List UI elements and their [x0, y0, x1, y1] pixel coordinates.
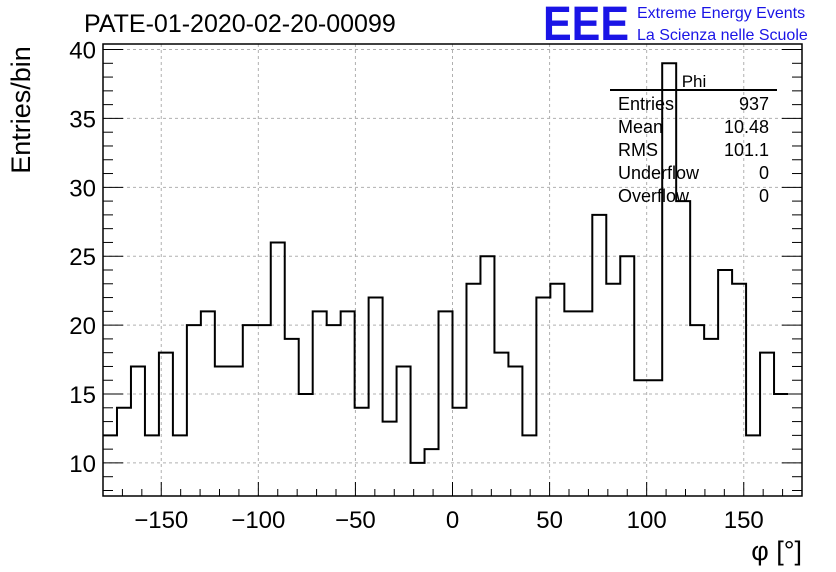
- histogram-bin: [229, 366, 243, 496]
- histogram-bin: [690, 325, 704, 496]
- histogram-bin: [425, 449, 439, 496]
- stats-value: 937: [739, 94, 769, 114]
- y-tick-label: 35: [69, 106, 96, 133]
- histogram-bin: [466, 284, 480, 496]
- histogram-bin: [676, 201, 690, 496]
- histogram-bin: [369, 298, 383, 496]
- histogram-bin: [439, 311, 453, 496]
- stats-value: 101.1: [724, 140, 769, 160]
- histogram-bin: [103, 435, 117, 496]
- histogram-bin: [494, 353, 508, 496]
- stats-label: Overflow: [618, 186, 690, 206]
- stats-value: 0: [759, 163, 769, 183]
- plot-frame: [102, 43, 803, 497]
- histogram-bin: [201, 311, 215, 496]
- histogram-bin: [662, 63, 676, 496]
- histogram-bin: [774, 394, 788, 496]
- histogram-bin: [327, 325, 341, 496]
- x-tick-label: 0: [446, 507, 459, 534]
- histogram-bin: [131, 366, 145, 496]
- histogram-bin: [397, 366, 411, 496]
- histogram-bin: [718, 270, 732, 496]
- histogram-bin: [257, 325, 271, 496]
- y-tick-label: 25: [69, 244, 96, 271]
- histogram-bin: [480, 256, 494, 496]
- histogram-bin: [648, 380, 662, 496]
- histogram-bin: [746, 435, 760, 496]
- x-tick-label: −150: [134, 507, 188, 534]
- histogram-bin: [313, 311, 327, 496]
- histogram-bin: [285, 339, 299, 496]
- stats-label: Underflow: [618, 163, 700, 183]
- y-tick-label: 20: [69, 313, 96, 340]
- y-axis-label: Entries/bin: [6, 46, 36, 174]
- histogram-bin: [536, 298, 550, 496]
- x-tick-label: 100: [627, 507, 667, 534]
- histogram-bin: [550, 284, 564, 496]
- y-tick-label: 10: [69, 451, 96, 478]
- histogram-bin: [299, 394, 313, 496]
- histogram-outline: [103, 62, 789, 464]
- tick-labels: −150 −100 −50 0 50 100 150 10 15 20 25 30 35 40: [69, 38, 763, 534]
- stats-value: 0: [759, 186, 769, 206]
- histogram-bin: [732, 284, 746, 496]
- x-tick-label: −50: [335, 507, 376, 534]
- histogram-line: [103, 62, 789, 496]
- histogram-bin: [215, 366, 229, 496]
- stats-label: RMS: [618, 140, 658, 160]
- histogram-bin: [606, 284, 620, 496]
- histogram-bin: [159, 353, 173, 496]
- histogram-bin: [592, 215, 606, 496]
- logo-line-1: Extreme Energy Events: [637, 5, 805, 22]
- histogram-bin: [508, 366, 522, 496]
- histogram-bin: [564, 311, 578, 496]
- histogram-bin: [620, 256, 634, 496]
- histogram-bin: [704, 339, 718, 496]
- histogram-bin: [453, 408, 467, 496]
- histogram-bin: [634, 380, 648, 496]
- histogram-bin: [145, 435, 159, 496]
- histogram-bin: [383, 422, 397, 496]
- histogram-bin: [411, 463, 425, 496]
- histogram-bin: [271, 242, 285, 496]
- histogram-bin: [341, 311, 355, 496]
- x-tick-label: 150: [724, 507, 764, 534]
- histogram-bin: [522, 435, 536, 496]
- histogram-bin: [117, 408, 131, 496]
- histogram-bin: [355, 408, 369, 496]
- histogram-bin: [173, 435, 187, 496]
- y-tick-label: 30: [69, 175, 96, 202]
- y-tick-label: 40: [69, 38, 96, 65]
- histogram-bin: [760, 353, 774, 496]
- logo-line-2: La Scienza nelle Scuole: [637, 27, 808, 44]
- histogram-bin: [243, 325, 257, 496]
- stats-box: Phi Entries 937 Mean 10.48 RMS 101.1 Underflow…: [610, 72, 777, 206]
- x-tick-label: −100: [231, 507, 285, 534]
- x-tick-label: 50: [536, 507, 563, 534]
- stats-title: Phi: [682, 72, 707, 91]
- stats-value: 10.48: [724, 117, 769, 137]
- histogram-bin: [578, 311, 592, 496]
- x-axis-label: φ [°]: [751, 536, 802, 566]
- chart-title: PATE-01-2020-02-20-00099: [84, 10, 396, 38]
- stats-label: Mean: [618, 117, 663, 137]
- logo-mark: EEE: [543, 0, 629, 51]
- eee-logo: EEE Extreme Energy Events La Scienza nel…: [543, 0, 808, 51]
- histogram-bin: [187, 325, 201, 496]
- y-tick-label: 15: [69, 382, 96, 409]
- stats-label: Entries: [618, 94, 674, 114]
